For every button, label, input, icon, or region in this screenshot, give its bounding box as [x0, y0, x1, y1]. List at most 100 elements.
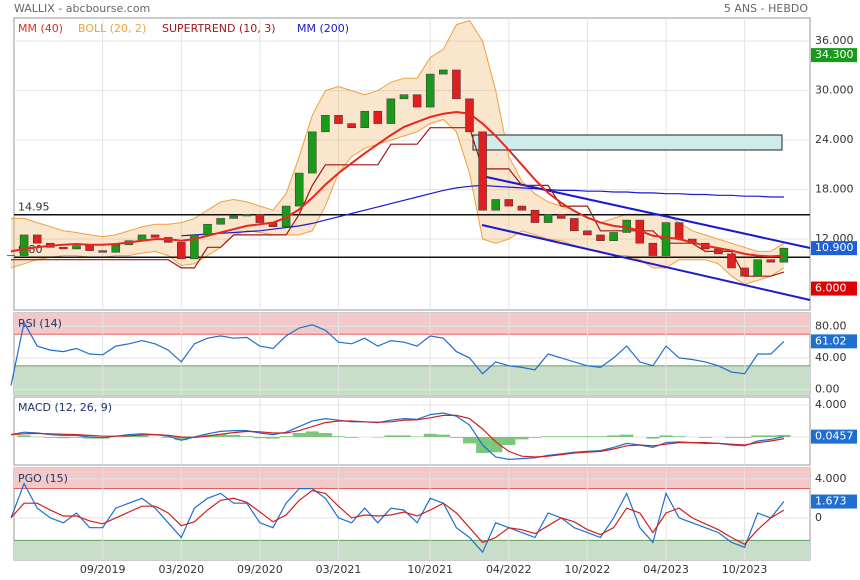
panel-title: RSI (14)	[18, 317, 62, 330]
histogram-bar	[214, 434, 228, 437]
current-label: 1.673	[815, 495, 847, 508]
candle	[517, 205, 527, 211]
mm40-line	[10, 110, 784, 258]
current-marker	[811, 334, 857, 349]
y-tick-label: 24.000	[815, 133, 854, 146]
histogram-bar	[528, 437, 542, 438]
panel-frame	[13, 396, 811, 466]
indicator-line	[10, 489, 785, 546]
y-tick-label: 4.000	[815, 472, 847, 485]
histogram-bar	[777, 435, 791, 437]
candle	[334, 115, 343, 124]
indicator-line	[10, 320, 785, 386]
histogram-bar	[607, 435, 621, 437]
candle	[399, 94, 409, 100]
histogram-bar	[135, 435, 149, 437]
x-tick-label: 09/2019	[80, 563, 126, 576]
candle	[465, 98, 474, 133]
histogram-bar	[345, 437, 359, 438]
candle	[281, 205, 291, 227]
channel-line	[481, 175, 811, 249]
candle	[491, 199, 500, 211]
chart-subtitle: 5 ANS - HEBDO	[724, 2, 808, 15]
y-tick-label: 4.000	[815, 398, 847, 411]
histogram-bar	[515, 437, 529, 440]
y-tick-label: 36.000	[815, 34, 854, 47]
histogram-bar	[567, 436, 581, 437]
candle	[583, 230, 592, 236]
x-tick-label: 10/2022	[565, 563, 611, 576]
histogram-bar	[725, 437, 739, 438]
candle	[674, 222, 684, 240]
histogram-bar	[332, 436, 346, 437]
panel-title: MACD (12, 26, 9)	[18, 401, 112, 414]
candle	[242, 214, 252, 217]
price-marker-label: 6.000	[815, 282, 847, 295]
histogram-bar	[554, 436, 568, 437]
candle	[543, 214, 553, 223]
candle	[59, 247, 68, 250]
candle	[386, 98, 396, 124]
histogram-bar	[70, 437, 84, 438]
histogram-bar	[305, 431, 319, 437]
chart-title: WALLIX - abcbourse.com	[14, 2, 150, 15]
supertrend-line	[11, 127, 785, 277]
candle	[452, 69, 461, 100]
histogram-bar	[227, 435, 241, 437]
histogram-bar	[738, 437, 752, 438]
histogram-bar	[620, 434, 634, 437]
candle	[216, 218, 225, 225]
candle	[32, 234, 42, 244]
histogram-bar	[659, 435, 673, 437]
histogram-bar	[292, 433, 306, 437]
legend-entry: SUPERTREND (10, 3)	[162, 22, 276, 35]
channel-line	[481, 224, 811, 301]
lower-band	[14, 365, 810, 395]
x-tick-label: 03/2021	[316, 563, 362, 576]
histogram-bar	[397, 435, 411, 437]
histogram-bar	[646, 437, 660, 439]
candle	[190, 234, 199, 260]
histogram-bar	[436, 434, 450, 437]
histogram-bar	[764, 435, 778, 437]
y-tick-label: 18.000	[815, 183, 854, 196]
price-marker-label: 10.900	[815, 241, 854, 254]
price-marker	[811, 281, 857, 296]
histogram-bar	[489, 437, 503, 453]
y-tick-label: 0	[815, 511, 822, 524]
candle	[150, 234, 160, 238]
current-label: 61.02	[815, 334, 847, 347]
histogram-bar	[56, 437, 70, 439]
candle	[740, 267, 749, 277]
x-tick-label: 04/2023	[643, 563, 689, 576]
candle	[373, 110, 383, 124]
zone-box	[472, 134, 783, 151]
indicator-line	[10, 412, 785, 461]
candle	[412, 94, 422, 108]
x-tick-label: 04/2022	[486, 563, 532, 576]
current-label: 0.0457	[815, 430, 854, 443]
histogram-bar	[580, 436, 594, 437]
candle	[294, 172, 304, 207]
candle	[766, 259, 776, 263]
bollinger-lower	[10, 118, 785, 285]
indicator-line	[10, 482, 785, 554]
candle	[360, 110, 369, 128]
y-tick-label: 0.00	[815, 382, 840, 395]
legend-entry: BOLL (20, 2)	[78, 22, 146, 35]
candle	[203, 223, 212, 236]
bollinger-fill	[11, 20, 784, 285]
candle	[177, 242, 186, 260]
candle	[661, 222, 671, 256]
candle	[609, 232, 618, 241]
candle	[530, 209, 540, 223]
candle	[19, 234, 29, 256]
legend: MM (40) BOLL (20, 2) SUPERTREND (10, 3) …	[18, 22, 349, 35]
panel-frame	[13, 17, 811, 311]
y-tick-label: 30.000	[815, 84, 854, 97]
legend-entry: MM (40)	[18, 22, 63, 35]
x-tick-label: 10/2021	[407, 563, 453, 576]
candle	[321, 115, 330, 133]
candle	[570, 218, 579, 232]
